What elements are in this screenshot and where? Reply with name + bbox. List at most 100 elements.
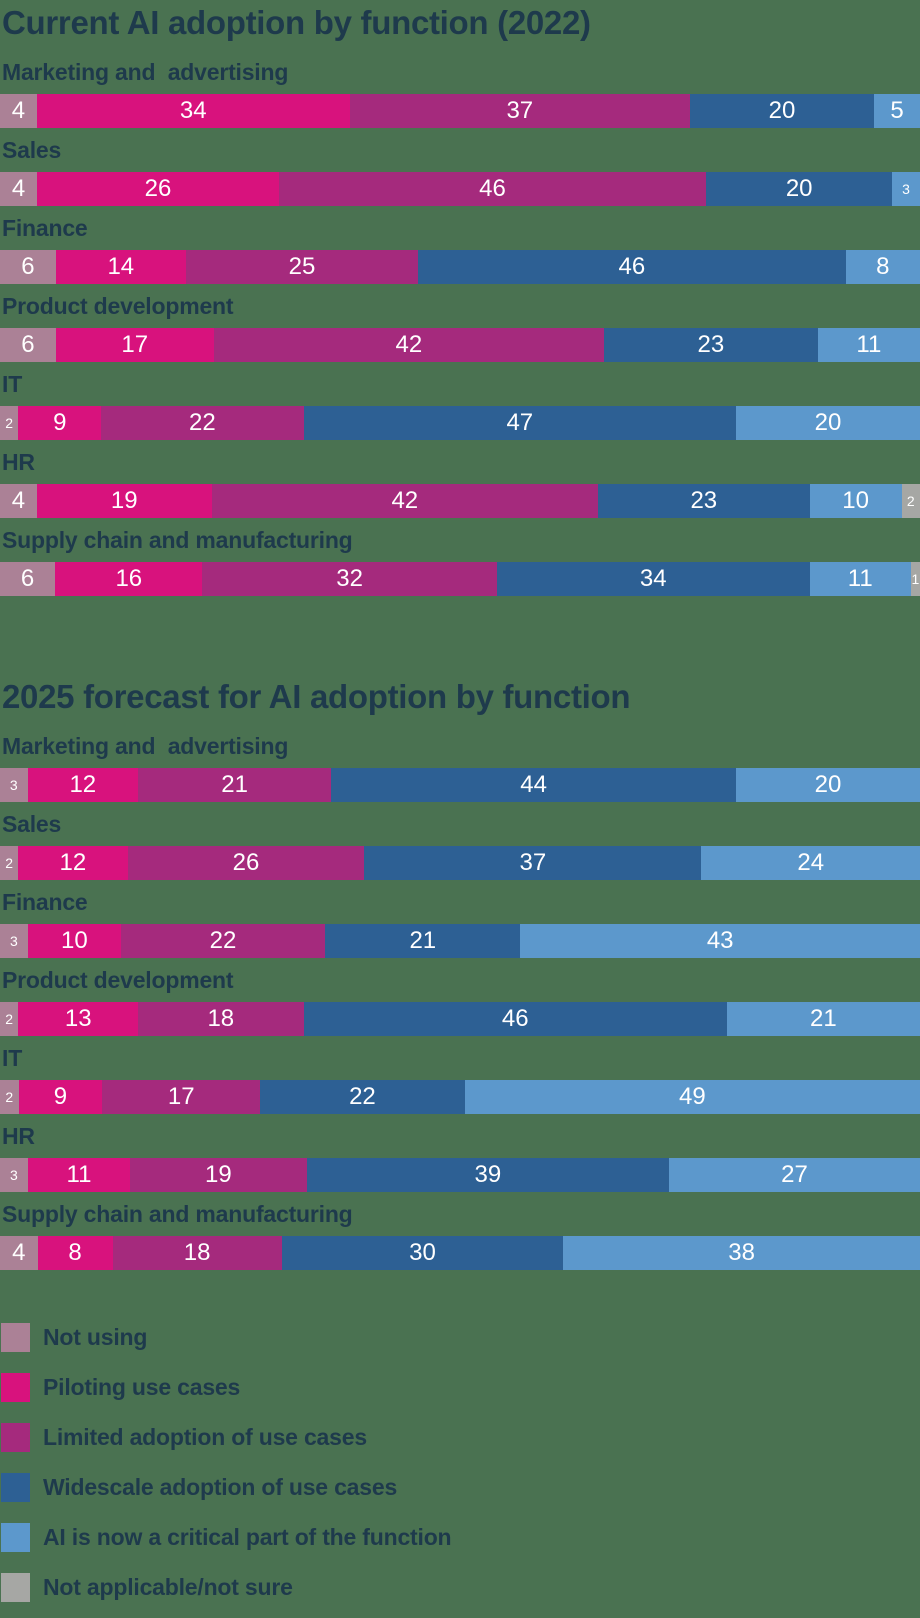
bar-segment-piloting: 12 [18,846,128,880]
bar-segment-piloting: 34 [36,94,350,128]
chart-title-2022: Current AI adoption by function (2022) [2,4,591,41]
stacked-bar: 2 12 26 37 24 [0,846,920,880]
bar-segment-limited: 19 [130,1158,307,1192]
bar-segment-not_using: 4 [0,484,37,518]
stacked-bar: 2 9 22 47 20 [0,406,920,440]
category-label: Marketing and advertising [2,59,289,85]
bar-segment-limited: 37 [349,94,690,128]
bar-segment-not_using: 3 [0,768,28,802]
bar-segment-widescale: 47 [303,406,737,440]
bar-segment-not_using: 2 [0,406,19,440]
bar-segment-widescale: 46 [418,250,846,284]
bar-segment-not_using: 6 [0,250,56,284]
bar-segment-not_using: 3 [0,1158,28,1192]
bar-segment-limited: 21 [138,768,332,802]
bar-segment-widescale: 20 [706,172,893,206]
stacked-bar: 6 16 32 34 11 1 [0,562,920,596]
category-label: Product development [2,967,234,993]
bar-segment-not_using: 4 [0,172,38,206]
legend-item: AI is now a critical part of the functio… [1,1522,920,1552]
bar-segment-critical: 5 [874,94,920,128]
bar-segment-piloting: 16 [55,562,203,596]
stacked-bar: 6 17 42 23 11 [0,328,920,362]
bar-segment-limited: 42 [211,484,598,518]
category-label: HR [2,449,35,475]
stacked-bar: 3 11 19 39 27 [0,1158,920,1192]
bar-segment-piloting: 12 [27,768,138,802]
bar-segment-not_using: 2 [0,846,19,880]
bar-segment-limited: 18 [138,1002,304,1036]
category-label: Sales [2,137,62,163]
bar-segment-widescale: 21 [325,924,521,958]
bar-segment-widescale: 39 [306,1158,670,1192]
bar-segment-not_using: 4 [0,1236,38,1270]
stacked-bar: 4 34 37 20 5 [0,94,920,128]
bar-segment-piloting: 17 [55,328,214,362]
bar-segment-na: 2 [901,484,920,518]
bar-segment-widescale: 22 [260,1080,465,1114]
bar-segment-critical: 24 [701,846,920,880]
legend-label: Not using [43,1323,148,1350]
stacked-bar: 4 19 42 23 10 2 [0,484,920,518]
stacked-bar: 2 13 18 46 21 [0,1002,920,1036]
bar-segment-not_using: 2 [0,1080,19,1114]
bar-segment-limited: 17 [102,1080,261,1114]
legend-swatch-not_using [1,1322,30,1352]
bar-segment-widescale: 20 [690,94,874,128]
stacked-bar: 3 10 22 21 43 [0,924,920,958]
legend: Not using Piloting use cases Limited adopt… [0,1322,920,1602]
bar-segment-widescale: 23 [598,484,810,518]
stacked-bar: 6 14 25 46 8 [0,250,920,284]
stacked-bar: 3 12 21 44 20 [0,768,920,802]
bar-segment-critical: 49 [464,1080,920,1114]
bar-segment-limited: 42 [213,328,605,362]
bar-segment-critical: 10 [809,484,902,518]
bar-segment-critical: 20 [736,768,920,802]
chart-rows-2022: Marketing and advertising 4 34 37 20 5 Sales 4 2… [0,58,920,596]
category-label: HR [2,1123,35,1149]
category-label: Supply chain and manufacturing [2,527,353,553]
chart-forecast-2025: 2025 forecast for AI adoption by functio… [0,676,920,1270]
bar-segment-na: 1 [910,562,920,596]
legend-swatch-na [1,1572,30,1602]
legend-item: Not using [1,1322,920,1352]
bar-segment-limited: 22 [120,924,326,958]
category-label: Supply chain and manufacturing [2,1201,353,1227]
legend-swatch-piloting [1,1372,30,1402]
legend-swatch-widescale [1,1472,30,1502]
legend-label: AI is now a critical part of the functio… [43,1523,452,1550]
bar-segment-piloting: 14 [55,250,186,284]
legend-item: Limited adoption of use cases [1,1422,920,1452]
bar-segment-not_using: 6 [0,562,56,596]
bar-segment-limited: 25 [185,250,419,284]
legend-item: Not applicable/not sure [1,1572,920,1602]
stacked-bar: 4 8 18 30 38 [0,1236,920,1270]
bar-segment-critical: 8 [845,250,920,284]
stacked-bar: 4 26 46 20 3 [0,172,920,206]
bar-segment-limited: 26 [127,846,365,880]
bar-segment-critical: 27 [669,1158,920,1192]
category-label: Marketing and advertising [2,733,289,759]
bar-segment-widescale: 44 [331,768,736,802]
bar-segment-critical: 21 [726,1002,920,1036]
bar-segment-not_using: 3 [0,924,28,958]
legend-label: Not applicable/not sure [43,1573,293,1600]
legend-label: Widescale adoption of use cases [43,1473,398,1500]
bar-segment-critical: 11 [817,328,920,362]
bar-segment-widescale: 23 [604,328,818,362]
category-label: IT [2,371,23,397]
legend-swatch-limited [1,1422,30,1452]
bar-segment-limited: 32 [202,562,497,596]
bar-segment-piloting: 9 [18,406,102,440]
bar-segment-piloting: 26 [37,172,279,206]
category-label: Finance [2,889,88,915]
category-label: Finance [2,215,88,241]
category-label: Sales [2,811,62,837]
bar-segment-critical: 20 [736,406,920,440]
bar-segment-piloting: 11 [27,1158,131,1192]
bar-segment-limited: 18 [112,1236,282,1270]
bar-segment-critical: 43 [520,924,920,958]
bar-segment-not_using: 4 [0,94,37,128]
bar-segment-piloting: 8 [37,1236,113,1270]
bar-segment-widescale: 34 [496,562,810,596]
